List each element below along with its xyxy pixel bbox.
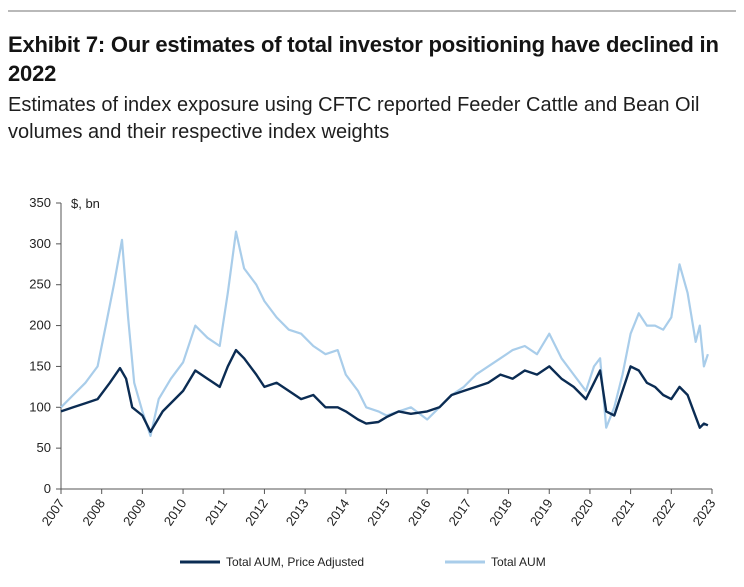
y-tick-label: 350 [29,195,51,210]
header-rule [8,10,736,12]
y-tick-label: 0 [44,481,51,496]
x-tick-label: 2014 [323,496,352,528]
x-tick-label: 2013 [283,496,312,528]
x-tick-label: 2007 [39,496,68,528]
chart-subtitle: Estimates of index exposure using CFTC r… [8,94,700,143]
chart-title: Exhibit 7: Our estimates of total invest… [8,32,719,86]
x-tick-label: 2009 [120,496,149,528]
x-tick-label: 2008 [79,496,108,528]
x-tick-label: 2012 [242,496,271,528]
y-tick-label: 200 [29,318,51,333]
y-tick-label: 50 [37,440,51,455]
y-tick-label: 300 [29,236,51,251]
x-tick-label: 2017 [445,496,474,528]
series-line-price-adjusted [60,348,709,433]
y-tick-label: 100 [29,399,51,414]
y-tick-label: 150 [29,358,51,373]
x-tick-label: 2023 [690,496,719,528]
x-tick-label: 2019 [527,496,556,528]
x-tick-label: 2015 [364,496,393,528]
series-line-total-aum [60,230,709,437]
x-tick-label: 2018 [486,496,515,528]
x-tick-label: 2010 [161,496,190,528]
x-tick-label: 2020 [568,496,597,528]
x-tick-label: 2016 [405,496,434,528]
x-tick-label: 2011 [202,496,230,528]
x-tick-label: 2022 [649,496,678,528]
legend-item-total-aum: Total AUM [491,555,546,569]
x-tick-label: 2021 [608,496,637,528]
y-axis-unit-label: $, bn [71,196,100,211]
legend-item-price-adjusted: Total AUM, Price Adjusted [226,555,364,569]
y-tick-label: 250 [29,277,51,292]
